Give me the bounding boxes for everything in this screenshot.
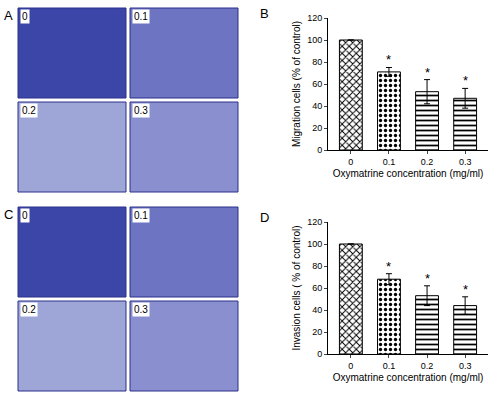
svg-text:Oxymatrine concentration (mg/m: Oxymatrine concentration (mg/ml) (333, 168, 484, 179)
svg-text:*: * (386, 259, 391, 274)
svg-text:*: * (425, 65, 430, 80)
svg-text:40: 40 (312, 101, 322, 111)
svg-text:0.1: 0.1 (383, 361, 396, 371)
svg-text:0: 0 (22, 210, 28, 221)
svg-text:0: 0 (317, 349, 322, 359)
svg-text:120: 120 (307, 217, 322, 227)
svg-text:80: 80 (312, 261, 322, 271)
svg-text:*: * (463, 282, 468, 297)
svg-text:60: 60 (312, 79, 322, 89)
svg-text:D: D (260, 210, 269, 225)
svg-text:Oxymatrine concentration (mg/m: Oxymatrine concentration (mg/ml) (333, 372, 484, 383)
svg-text:0.1: 0.1 (134, 210, 148, 221)
svg-text:0.3: 0.3 (459, 361, 472, 371)
svg-text:0.3: 0.3 (134, 105, 148, 116)
svg-text:B: B (260, 6, 269, 21)
svg-text:100: 100 (307, 239, 322, 249)
svg-text:*: * (425, 271, 430, 286)
svg-text:0.2: 0.2 (421, 157, 434, 167)
svg-text:20: 20 (312, 327, 322, 337)
svg-text:C: C (4, 207, 13, 222)
svg-text:60: 60 (312, 283, 322, 293)
svg-text:0.2: 0.2 (22, 304, 36, 315)
svg-text:0: 0 (317, 145, 322, 155)
svg-text:0: 0 (22, 11, 28, 22)
svg-text:*: * (463, 73, 468, 88)
svg-text:0.3: 0.3 (459, 157, 472, 167)
svg-text:40: 40 (312, 305, 322, 315)
svg-text:Invasion cells ( % of control): Invasion cells ( % of control) (291, 225, 302, 350)
svg-text:*: * (386, 52, 391, 67)
svg-text:0.1: 0.1 (134, 11, 148, 22)
svg-text:A: A (4, 8, 13, 23)
svg-text:120: 120 (307, 13, 322, 23)
svg-text:0.2: 0.2 (22, 105, 36, 116)
svg-text:0.1: 0.1 (383, 157, 396, 167)
svg-text:0.2: 0.2 (421, 361, 434, 371)
svg-text:20: 20 (312, 123, 322, 133)
svg-text:0: 0 (348, 361, 353, 371)
svg-text:0.3: 0.3 (134, 304, 148, 315)
svg-text:Migration cells (% of control): Migration cells (% of control) (291, 21, 302, 147)
svg-text:80: 80 (312, 57, 322, 67)
svg-text:0: 0 (348, 157, 353, 167)
svg-text:100: 100 (307, 35, 322, 45)
